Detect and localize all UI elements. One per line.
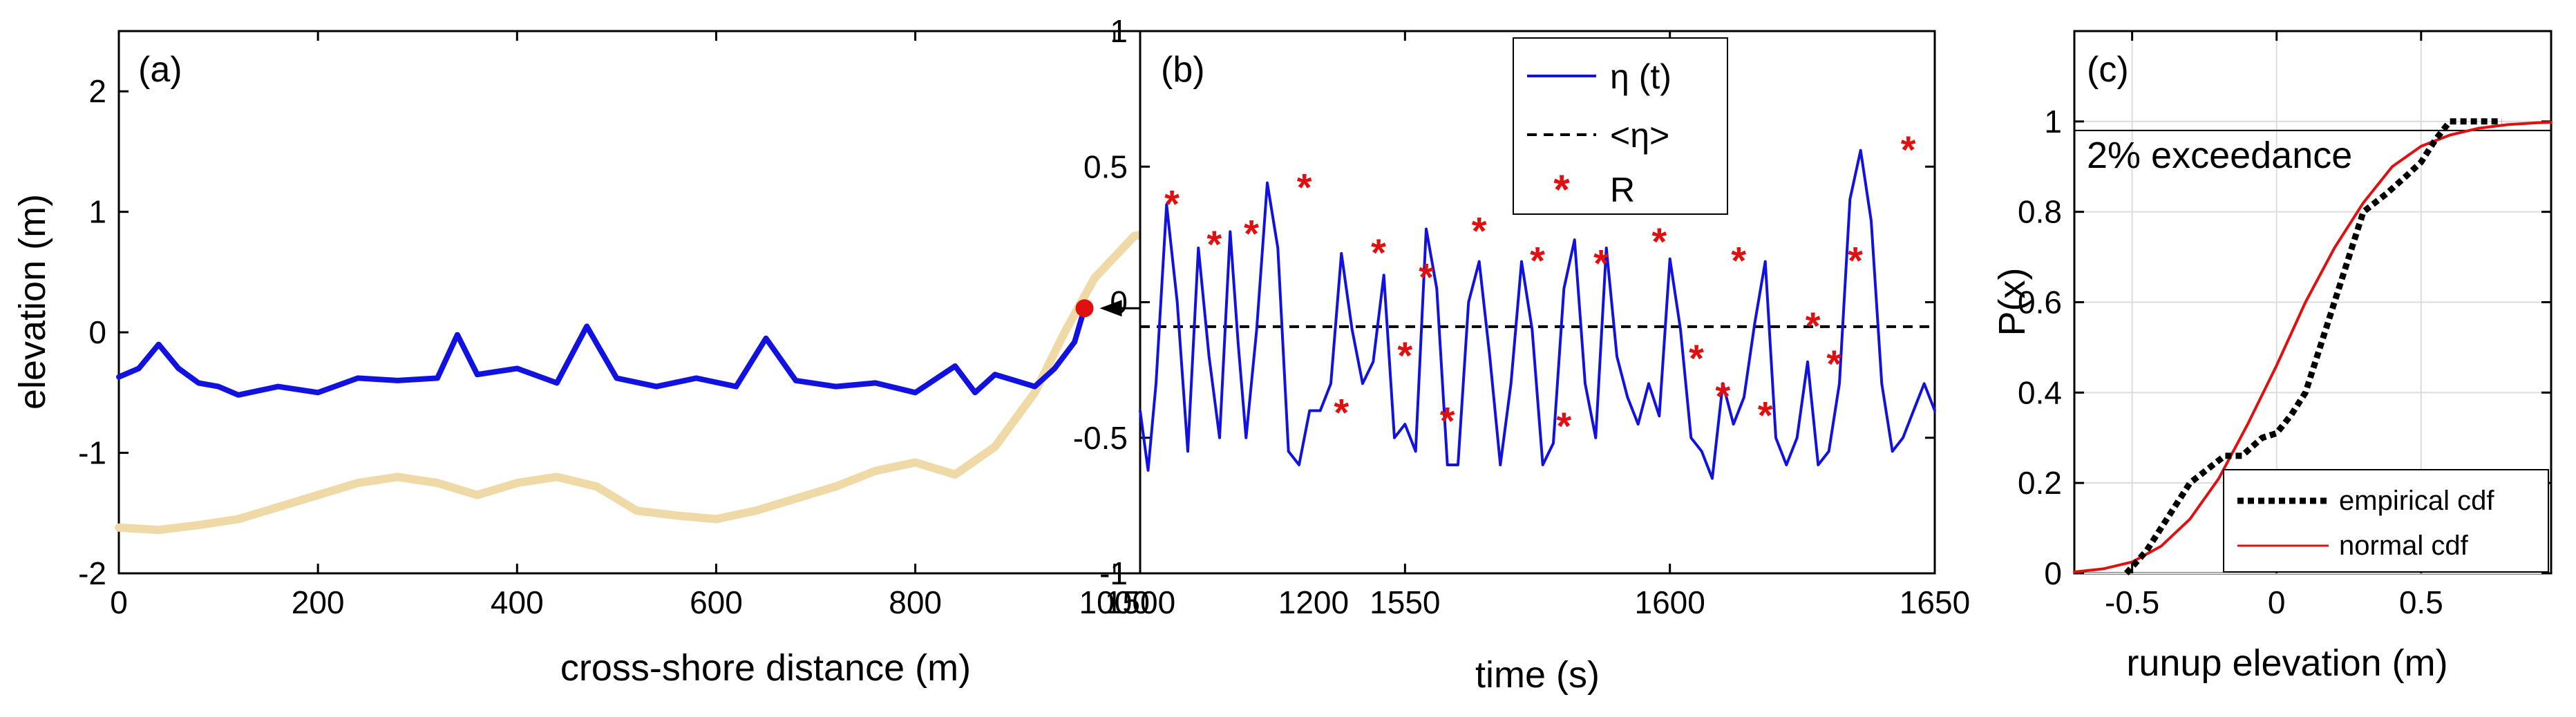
- panel-a-ylabel: elevation (m): [12, 194, 53, 410]
- panel-b-legend-box: [1513, 37, 1728, 215]
- runup-point: *: [1530, 239, 1545, 283]
- y-tick-label: 0.5: [1083, 149, 1128, 184]
- panel-a-xlabel: cross-shore distance (m): [560, 647, 971, 689]
- panel-c-label: (c): [2087, 50, 2129, 90]
- panel-c-threshold-label: 2% exceedance: [2087, 135, 2352, 176]
- legend-mean-label: <η>: [1610, 116, 1669, 155]
- panel-b-xlabel: time (s): [1475, 654, 1600, 696]
- runup-point: *: [1593, 242, 1609, 285]
- legend-r-marker: *: [1553, 166, 1570, 213]
- runup-point: *: [1206, 222, 1222, 266]
- panel-b-legend: η (t) <η> * R: [1513, 37, 1728, 215]
- water-surface-line: [116, 305, 1088, 398]
- legend-eta-label: η (t): [1610, 57, 1671, 96]
- x-tick-label: 1000: [1079, 584, 1150, 620]
- panel-a-ticks: 0 200 400 600 800 1000 1200 -2 -1 0 1 2: [78, 31, 1413, 620]
- y-tick-label: -2: [78, 555, 106, 591]
- y-tick-label: 1: [1110, 13, 1128, 49]
- x-tick-label: 200: [292, 584, 345, 620]
- runup-point: *: [1419, 255, 1434, 298]
- x-tick-label: 0: [2268, 584, 2286, 620]
- x-tick-label: 1550: [1370, 584, 1440, 620]
- panel-c-legend-box: [2223, 469, 2549, 573]
- y-tick-label: 0: [88, 314, 106, 350]
- panel-c-xlabel: runup elevation (m): [2126, 642, 2447, 684]
- y-tick-label: -1: [78, 435, 106, 471]
- runup-point: *: [1651, 220, 1667, 263]
- runup-point: *: [1826, 342, 1841, 385]
- panel-c-ticks: -0.5 0 0.5 0 0.2 0.4 0.6 0.8 1: [2018, 31, 2551, 620]
- runup-point: *: [1472, 209, 1487, 253]
- runup-point: *: [1758, 393, 1773, 437]
- panel-a-label: (a): [138, 50, 182, 90]
- panel-b-ticks: 1500 1550 1600 1650 -1 -0.5 0 0.5 1: [1073, 13, 1970, 620]
- runup-point: *: [1244, 211, 1259, 255]
- panel-b: 1500 1550 1600 1650-1-0.500.51 ** **********…: [1073, 13, 1970, 696]
- y-tick-label: 0.4: [2018, 374, 2062, 410]
- x-tick-label: 800: [889, 584, 942, 620]
- runup-point: *: [1901, 128, 1916, 171]
- panel-c: -0.5 0 0.5 0 0.2 0.4 0.6 0.8 1 (c) 2% exceedance…: [1991, 30, 2553, 684]
- x-tick-label: -0.5: [2105, 584, 2159, 620]
- x-tick-label: 0: [110, 584, 128, 620]
- runup-point: *: [1689, 336, 1704, 380]
- panel-b-label: (b): [1161, 50, 1205, 90]
- legend-normal-label: normal cdf: [2339, 530, 2469, 561]
- runup-point: *: [1397, 334, 1412, 377]
- eta-point-marker: [1075, 299, 1094, 318]
- runup-point: *: [1848, 239, 1863, 283]
- runup-point: *: [1440, 399, 1455, 442]
- legend-r-label: R: [1610, 171, 1635, 209]
- x-tick-label: 1200: [1278, 584, 1349, 620]
- y-tick-label: 0.8: [2018, 194, 2062, 230]
- panel-c-legend: empirical cdf normal cdf: [2223, 469, 2549, 573]
- y-tick-label: -1: [1099, 555, 1128, 591]
- eta-arrow-head: [1099, 300, 1122, 317]
- eta-series-line: [1139, 149, 1936, 480]
- x-tick-label: 600: [690, 584, 743, 620]
- panel-c-ylabel: P(x): [1991, 268, 2033, 336]
- runup-point: *: [1731, 239, 1746, 283]
- empirical-cdf-line: [2123, 118, 2502, 575]
- runup-point: *: [1715, 374, 1730, 418]
- y-tick-label: 2: [88, 73, 106, 109]
- runup-point: *: [1164, 182, 1180, 225]
- x-tick-label: 1650: [1900, 584, 1970, 620]
- x-tick-label: 400: [491, 584, 544, 620]
- x-tick-label: 0.5: [2399, 584, 2443, 620]
- panel-b-series: ** *********** *********: [1139, 128, 1936, 480]
- normal-cdf-line: [2073, 121, 2553, 573]
- panel-c-series: [2073, 118, 2553, 575]
- y-tick-label: 1: [2044, 104, 2062, 140]
- x-tick-label: 1600: [1634, 584, 1705, 620]
- y-tick-label: 0: [1110, 285, 1128, 321]
- y-tick-label: -0.5: [1073, 420, 1128, 456]
- y-tick-label: 0.6: [2018, 285, 2062, 321]
- runup-point: *: [1334, 391, 1349, 434]
- legend-empirical-label: empirical cdf: [2339, 486, 2494, 516]
- y-tick-label: 0: [2044, 555, 2062, 591]
- runup-point: *: [1806, 304, 1821, 347]
- x-tick-label: 1500: [1105, 584, 1175, 620]
- runup-point: *: [1556, 404, 1571, 448]
- runup-point: *: [1297, 166, 1312, 209]
- runup-point: *: [1371, 231, 1386, 274]
- y-tick-label: 0.2: [2018, 465, 2062, 501]
- y-tick-label: 1: [88, 194, 106, 230]
